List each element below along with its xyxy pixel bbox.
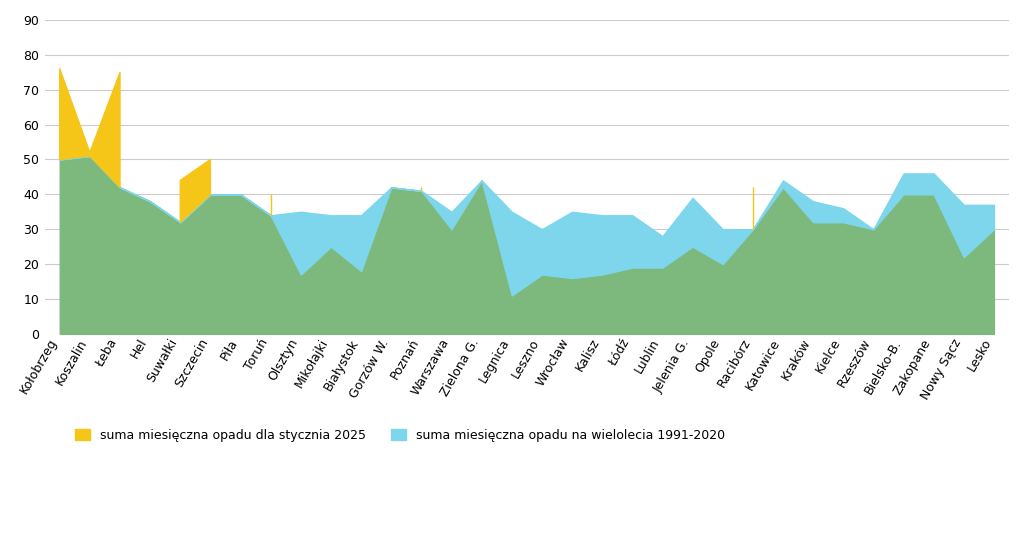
Legend: suma miesięczna opadu dla stycznia 2025, suma miesięczna opadu na wielolecia 199: suma miesięczna opadu dla stycznia 2025,… [71, 424, 730, 447]
